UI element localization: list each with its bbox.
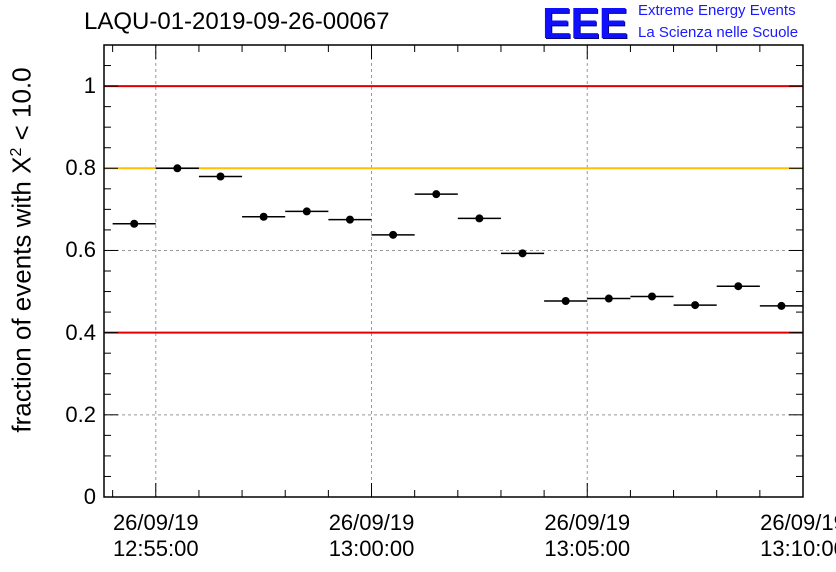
x-tick-time: 13:10:00 xyxy=(760,536,836,561)
x-tick-label: 26/09/19 13:05:00 xyxy=(544,510,630,562)
y-tick-label: 0.6 xyxy=(65,237,96,263)
y-axis-label-sup: 2 xyxy=(7,147,25,157)
y-axis-label-prefix: fraction of events with xyxy=(6,173,37,433)
data-point xyxy=(432,190,441,199)
eee-logo: EEE xyxy=(542,0,628,48)
x-tick-time: 13:00:00 xyxy=(328,536,415,561)
data-point xyxy=(777,301,786,310)
data-point xyxy=(389,230,398,239)
logo-tagline-2: La Scienza nelle Scuole xyxy=(638,24,799,41)
y-tick-label: 0.8 xyxy=(65,155,96,181)
plot-frame xyxy=(103,44,804,498)
data-point xyxy=(259,212,268,221)
y-tick-label: 1 xyxy=(83,73,96,99)
x-tick-date: 26/09/19 xyxy=(112,510,199,535)
data-point xyxy=(216,172,225,181)
data-point xyxy=(130,219,139,228)
x-tick-label: 26/09/19 13:00:00 xyxy=(329,510,415,562)
x-tick-date: 26/09/19 xyxy=(760,510,836,535)
x-tick-time: 13:05:00 xyxy=(544,536,631,561)
data-point xyxy=(561,296,570,305)
chart-title: LAQU-01-2019-09-26-00067 xyxy=(84,8,390,35)
data-point xyxy=(345,215,354,224)
logo-tagline-1: Extreme Energy Events xyxy=(638,2,796,19)
data-point xyxy=(734,282,743,291)
y-axis-label-suffix: < 10.0 xyxy=(6,67,37,148)
y-axis-label: fraction of events with X2 < 10.0 xyxy=(7,67,38,432)
data-point xyxy=(302,207,311,216)
y-tick-label: 0.4 xyxy=(65,319,96,345)
x-tick-date: 26/09/19 xyxy=(544,510,631,535)
data-point xyxy=(604,294,613,303)
data-point xyxy=(518,249,527,258)
data-point xyxy=(173,164,182,173)
data-point xyxy=(475,214,484,223)
y-axis-label-symbol: X xyxy=(6,156,37,174)
y-tick-label: 0 xyxy=(83,484,96,509)
x-tick-time: 12:55:00 xyxy=(112,536,199,561)
x-tick-label: 26/09/19 12:55:00 xyxy=(113,510,199,562)
data-point xyxy=(691,301,700,310)
data-point xyxy=(647,292,656,301)
x-tick-date: 26/09/19 xyxy=(328,510,415,535)
y-tick-label: 0.2 xyxy=(65,401,96,427)
